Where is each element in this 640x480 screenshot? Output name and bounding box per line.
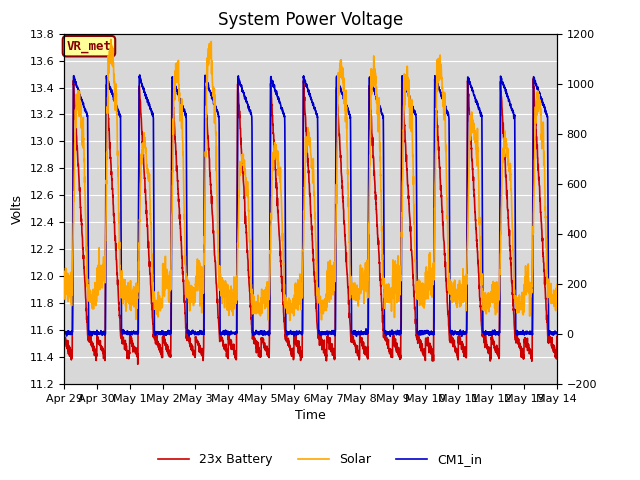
23x Battery [116,327,124,333]
Solar [286,318,294,324]
23x Battery [529,76,537,82]
23x Battery [543,325,551,331]
Solar [271,156,278,162]
Line: Solar: Solar [64,39,557,321]
X-axis label: Time: Time [295,409,326,422]
Line: CM1_in: CM1_in [64,75,557,336]
23x Battery [60,329,68,335]
CM1_in [458,334,465,339]
Solar [107,36,115,42]
CM1_in [60,330,68,336]
23x Battery [271,146,278,152]
CM1_in [136,72,143,78]
23x Battery [553,334,561,339]
23x Battery [490,338,498,344]
Title: System Power Voltage: System Power Voltage [218,11,403,29]
CM1_in [146,104,154,109]
Solar [490,288,498,293]
CM1_in [116,114,124,120]
23x Battery [134,361,141,367]
CM1_in [490,331,498,337]
CM1_in [250,330,257,336]
CM1_in [271,83,278,88]
Solar [116,272,124,278]
23x Battery [146,259,154,264]
Legend: 23x Battery, Solar, CM1_in: 23x Battery, Solar, CM1_in [153,448,487,471]
Solar [146,175,154,180]
Solar [250,294,257,300]
23x Battery [250,334,257,340]
CM1_in [543,113,551,119]
Y-axis label: Volts: Volts [11,194,24,224]
CM1_in [553,329,561,335]
Solar [60,269,68,275]
Text: VR_met: VR_met [67,40,111,53]
Solar [553,282,561,288]
Line: 23x Battery: 23x Battery [64,79,557,364]
Solar [543,284,551,289]
